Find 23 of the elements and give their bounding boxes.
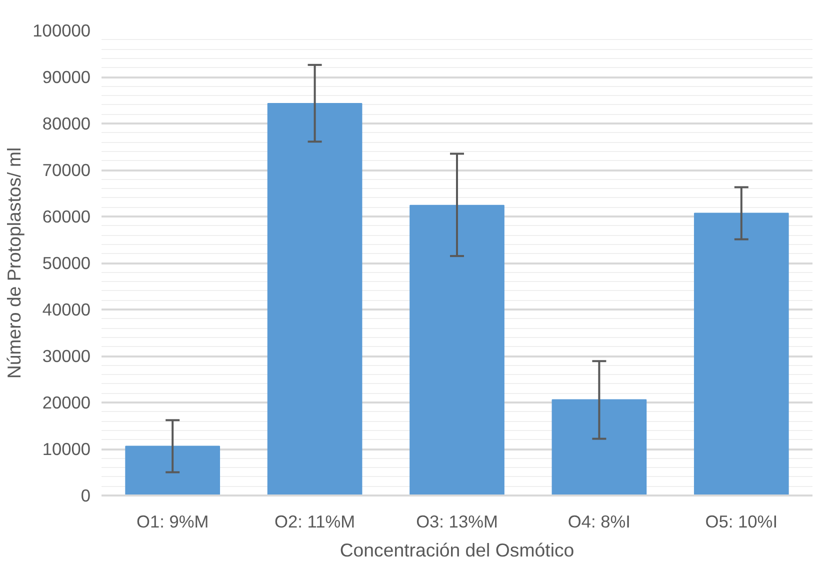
y-tick-label: 80000: [42, 114, 90, 134]
y-tick-label: 60000: [42, 206, 90, 226]
x-tick-label: O5: 10%I: [705, 512, 778, 532]
y-tick-label: 90000: [42, 67, 90, 87]
x-tick-label: O1: 9%M: [136, 512, 209, 532]
y-tick-label: 40000: [42, 300, 90, 320]
y-tick-label: 0: [80, 486, 91, 506]
bar: [410, 204, 504, 496]
y-tick-label: 50000: [42, 253, 90, 273]
x-tick-label: O4: 8%I: [568, 512, 631, 532]
bar: [694, 212, 789, 496]
bar: [267, 103, 362, 496]
y-axis-title: Número de Protoplastos/ ml: [4, 147, 25, 379]
y-tick-label: 70000: [42, 160, 90, 180]
x-tick-label: O3: 13%M: [416, 512, 498, 532]
y-tick-label: 100000: [32, 20, 91, 40]
bar: [125, 446, 220, 496]
x-tick-label: O2: 11%M: [274, 512, 356, 532]
y-tick-label: 30000: [42, 346, 90, 366]
x-axis-title: Concentración del Osmótico: [340, 540, 574, 560]
bar: [552, 399, 647, 496]
y-tick-label: 20000: [42, 392, 90, 412]
y-tick-label: 10000: [42, 439, 90, 459]
